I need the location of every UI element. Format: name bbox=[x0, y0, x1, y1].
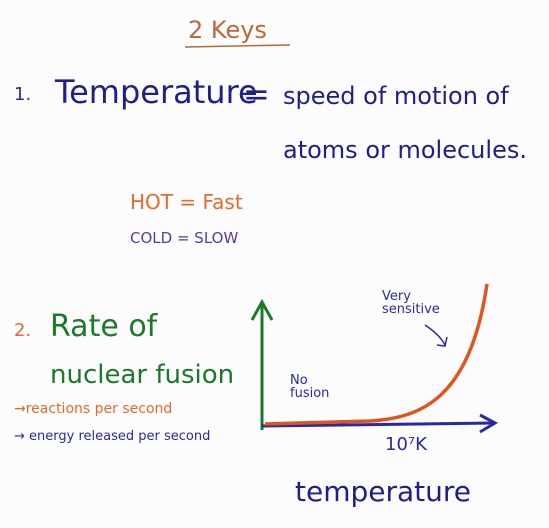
term: Rate of bbox=[50, 309, 158, 344]
x-axis-arrow bbox=[479, 413, 499, 434]
item-number: 1. bbox=[14, 84, 32, 105]
equals: = bbox=[243, 75, 270, 113]
definition: atoms or molecules. bbox=[283, 136, 527, 164]
graph-label: No fusion bbox=[290, 373, 330, 401]
definition: speed of motion of bbox=[283, 82, 509, 110]
fusion-curve bbox=[264, 283, 489, 426]
x-axis bbox=[261, 421, 495, 428]
note: →reactions per second bbox=[14, 401, 173, 417]
example: COLD = SLOW bbox=[130, 229, 239, 247]
pointer-arrow bbox=[424, 324, 448, 347]
note: → energy released per second bbox=[14, 429, 211, 444]
graph-label: Very sensitive bbox=[382, 289, 440, 317]
axis-label: temperature bbox=[295, 475, 471, 508]
y-axis-arrow bbox=[250, 298, 274, 321]
title-underline bbox=[184, 44, 291, 48]
threshold-label: 10⁷K bbox=[385, 434, 427, 455]
term: Temperature bbox=[55, 73, 258, 111]
example: HOT = Fast bbox=[130, 190, 243, 214]
title: 2 Keys bbox=[188, 16, 267, 44]
term: nuclear fusion bbox=[50, 360, 235, 390]
item-number: 2. bbox=[14, 320, 32, 341]
